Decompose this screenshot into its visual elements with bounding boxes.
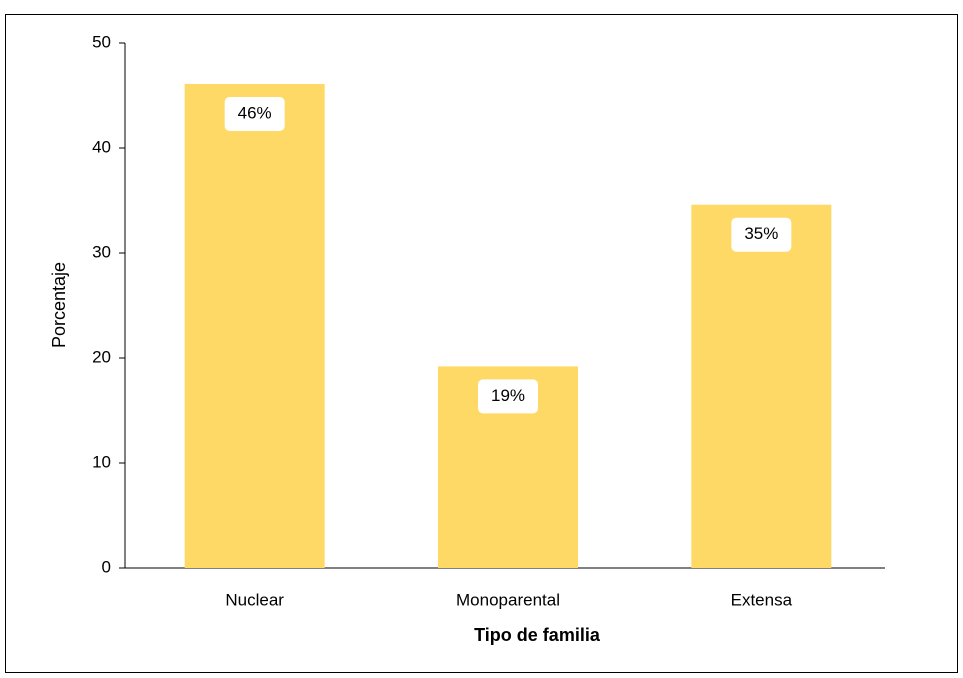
y-tick-label: 10 [92,452,111,471]
x-tick-label: Monoparental [456,590,560,609]
x-tick-label: Extensa [731,590,793,609]
chart-frame [5,14,958,673]
y-axis-title: Porcentaje [49,262,69,348]
x-tick-label: Nuclear [225,590,284,609]
y-tick-label: 0 [102,557,111,576]
data-label-box [731,217,792,252]
bar [184,83,325,568]
y-tick-label: 30 [92,242,111,261]
bar [691,204,832,568]
x-axis-title: Tipo de familia [474,625,601,645]
y-tick-label: 20 [92,347,111,366]
data-label: 19% [491,386,525,405]
data-label-box [478,379,538,414]
data-label: 35% [744,224,778,243]
y-tick-label: 50 [92,32,111,51]
data-label: 46% [238,103,272,122]
y-tick-label: 40 [92,137,111,156]
data-label-box [224,96,285,131]
